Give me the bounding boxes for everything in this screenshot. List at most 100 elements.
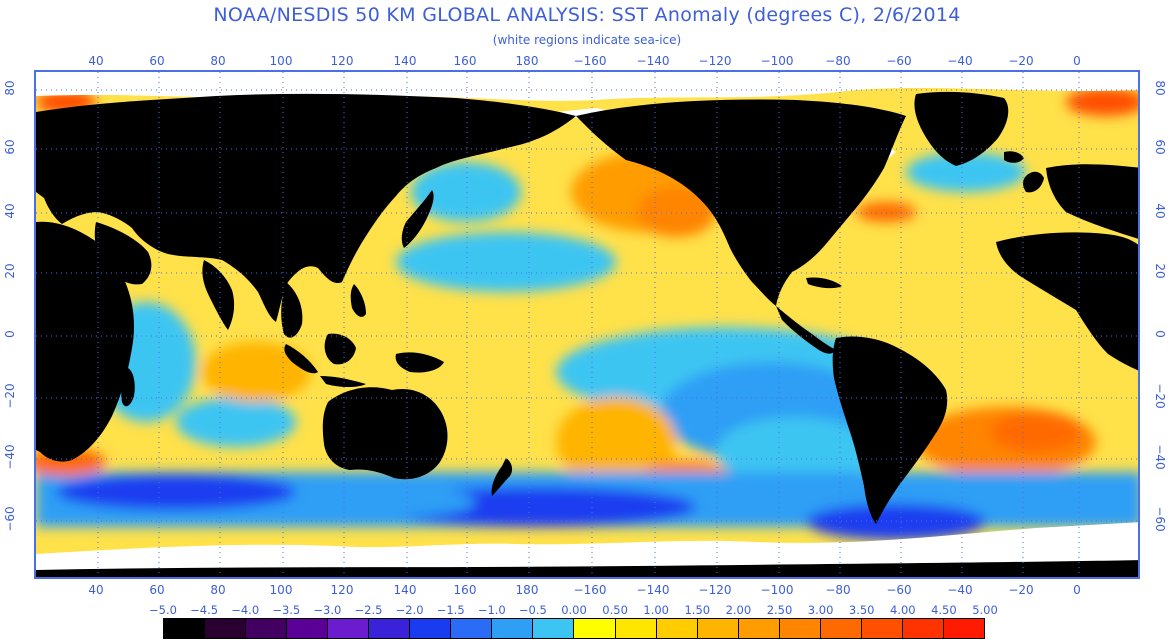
legend-label: 3.00 (807, 603, 834, 617)
legend-swatch (164, 619, 206, 638)
xtop-tick: 40 (88, 54, 104, 68)
madagascar (121, 368, 135, 407)
xbot-tick: −60 (886, 583, 912, 597)
legend-label: −0.5 (518, 603, 547, 617)
cold-anomaly-drake (806, 504, 986, 540)
india (202, 260, 235, 330)
java (320, 376, 366, 387)
legend-label: 1.00 (643, 603, 669, 617)
xbot-tick: 100 (269, 583, 293, 597)
legend-swatch (287, 619, 329, 638)
xbot-tick: 80 (210, 583, 226, 597)
borneo (324, 333, 356, 365)
indochina (281, 282, 303, 338)
xtop-tick: 160 (453, 54, 477, 68)
yleft-tick: 40 (3, 203, 17, 219)
legend-label: −3.0 (313, 603, 342, 617)
xbot-tick: 40 (88, 583, 104, 597)
legend-label: 0.50 (602, 603, 628, 617)
legend-swatch (943, 619, 984, 638)
yleft-tick: 60 (3, 139, 17, 155)
xtop-tick: 80 (210, 54, 226, 68)
new-zealand (491, 458, 513, 496)
legend-swatch (205, 619, 247, 638)
australia (322, 387, 448, 480)
land (36, 91, 1138, 577)
legend-label: −4.5 (190, 603, 219, 617)
sumatra (284, 344, 318, 374)
iceland (1004, 151, 1024, 163)
yright-tick: 20 (1153, 263, 1167, 279)
eurasia (36, 93, 576, 322)
british-isles (1023, 171, 1044, 193)
yright-tick: 60 (1153, 139, 1167, 155)
xbot-tick: −120 (698, 583, 732, 597)
warm-anomaly-ne-pacific-core (636, 187, 716, 237)
xtop-tick: 60 (149, 54, 165, 68)
legend-label: 3.50 (848, 603, 875, 617)
xtop-tick: −120 (698, 54, 732, 68)
arctic-sea-ice (36, 72, 1138, 101)
legend-label: −1.5 (436, 603, 465, 617)
cool-anomaly-north-atlantic (906, 152, 1026, 192)
xbot-tick: −40 (947, 583, 973, 597)
north-america (576, 99, 906, 307)
sst-anomaly-map (34, 70, 1140, 579)
legend-label: 4.50 (931, 603, 957, 617)
yleft-tick: 20 (3, 263, 17, 279)
warm-anomaly-sw-pacific (556, 397, 676, 487)
legend-swatch (656, 619, 698, 638)
xbot-tick: 0 (1073, 583, 1081, 597)
yright-tick: −20 (1153, 383, 1167, 409)
color-scale-legend (163, 618, 985, 639)
warm-anomaly-south-atlantic-core (991, 412, 1081, 452)
warm-anomaly-arctic-east (1066, 88, 1138, 116)
xbot-tick: 60 (149, 583, 165, 597)
legend-label: 0.00 (561, 603, 587, 617)
yright-tick: −60 (1153, 506, 1167, 532)
cool-anomaly-kuroshio (411, 162, 521, 222)
map-title: NOAA/NESDIS 50 KM GLOBAL ANALYSIS: SST A… (213, 4, 961, 26)
xbot-tick: −80 (825, 583, 851, 597)
xbot-tick: 180 (515, 583, 539, 597)
yright-tick: −40 (1153, 444, 1167, 470)
legend-label: 2.00 (725, 603, 752, 617)
xbot-tick: 160 (453, 583, 477, 597)
legend-label: −2.5 (354, 603, 383, 617)
central-america (776, 306, 836, 354)
greenland (914, 91, 1009, 166)
legend-label: 4.00 (889, 603, 916, 617)
cool-anomaly-south-indian (176, 397, 296, 447)
legend-swatch (492, 619, 534, 638)
cuba (806, 277, 842, 289)
legend-label: −5.0 (149, 603, 177, 617)
legend-label: 2.50 (766, 603, 793, 617)
legend-label: −2.0 (395, 603, 424, 617)
xtop-tick: −60 (886, 54, 912, 68)
yleft-tick: −60 (3, 506, 17, 532)
legend-swatch (615, 619, 657, 638)
xtop-tick: −40 (947, 54, 973, 68)
philippines (350, 284, 366, 317)
xtop-tick: −140 (636, 54, 670, 68)
cool-anomaly-south-australia (296, 486, 476, 518)
xtop-tick: −80 (825, 54, 851, 68)
xbot-tick: 120 (330, 583, 354, 597)
yright-tick: 80 (1153, 80, 1167, 96)
xtop-tick: 140 (393, 54, 417, 68)
xtop-tick: −100 (760, 54, 794, 68)
xtop-tick: 0 (1073, 54, 1081, 68)
antarctica (36, 560, 1138, 577)
yright-tick: 40 (1153, 203, 1167, 219)
yleft-tick: −20 (3, 383, 17, 409)
legend-swatch (902, 619, 944, 638)
legend-label: 5.00 (972, 603, 998, 617)
xbot-tick: −20 (1008, 583, 1034, 597)
legend-swatch (246, 619, 288, 638)
legend-swatch (369, 619, 411, 638)
xtop-tick: −160 (573, 54, 607, 68)
antarctic-sea-ice (36, 522, 1138, 577)
cold-anomaly-southern-indian (56, 474, 296, 510)
legend-swatch (451, 619, 493, 638)
yleft-tick: 0 (3, 330, 17, 338)
